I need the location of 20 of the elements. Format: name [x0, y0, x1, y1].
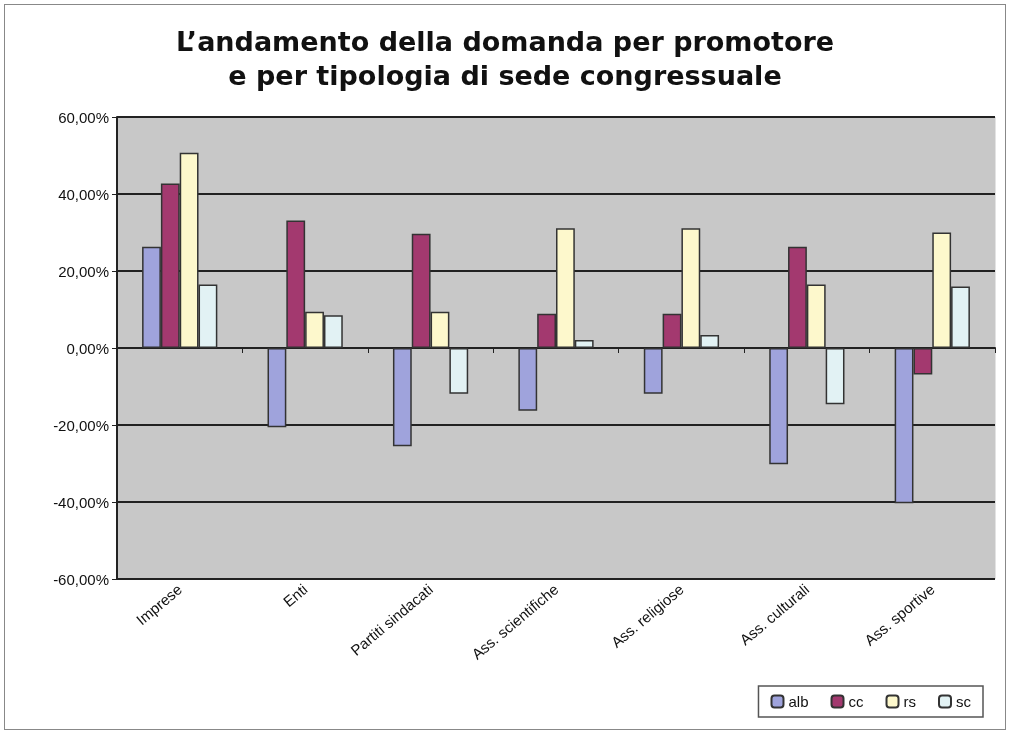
y-tick-label: -60,00%	[53, 570, 109, 588]
y-tick-label: 40,00%	[58, 185, 109, 203]
bar	[769, 348, 789, 465]
y-tick-label: -40,00%	[53, 493, 109, 511]
y-tick-label: 0,00%	[66, 339, 109, 357]
y-tick-label: 20,00%	[58, 262, 109, 280]
bar	[392, 348, 412, 447]
legend-label: sc	[956, 693, 972, 710]
x-tick-label: Enti	[279, 580, 311, 611]
chart-title: L’andamento della domanda per promotore e per tipologia di sede congressuale	[175, 25, 835, 91]
y-tick-label: -20,00%	[53, 416, 109, 434]
legend-label: alb	[788, 693, 809, 710]
bar	[449, 348, 469, 394]
bar	[267, 348, 287, 428]
legend-label: cc	[848, 693, 864, 710]
bar	[518, 348, 538, 411]
legend-label: rs	[903, 693, 916, 710]
bar	[825, 348, 845, 405]
y-tick-label: 60,00%	[58, 108, 109, 126]
bar	[643, 348, 663, 394]
